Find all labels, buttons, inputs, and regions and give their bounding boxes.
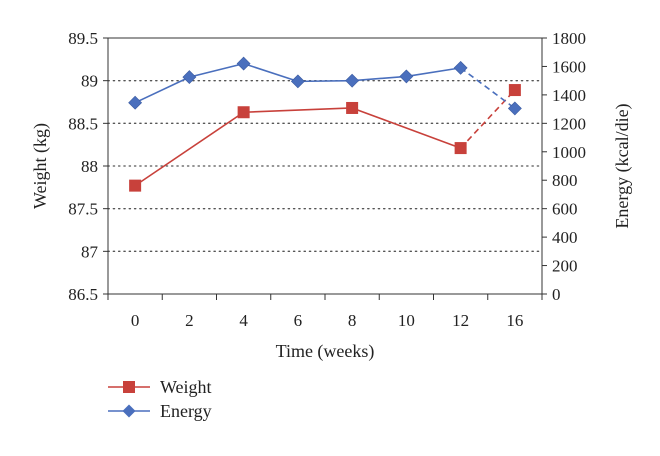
energy-line-segment — [297, 79, 353, 83]
gridlines — [107, 80, 543, 252]
y-tick-label-right: 400 — [552, 228, 578, 247]
energy-line-segment — [243, 62, 299, 83]
weight-line-segment — [460, 89, 516, 149]
energy-line-segment — [189, 62, 244, 78]
y-tick-label-right: 1000 — [552, 143, 586, 162]
y-tick-label-right: 1400 — [552, 86, 586, 105]
weight-line-segment — [134, 111, 245, 187]
energy-line-segment — [406, 67, 461, 78]
x-tick-label: 2 — [185, 311, 194, 330]
weight-line-segment — [351, 107, 461, 149]
y-tick-label-right: 200 — [552, 257, 578, 276]
y-tick-label-right: 0 — [552, 285, 561, 304]
weight-line-segment — [243, 107, 353, 114]
energy-point — [236, 56, 251, 71]
x-tick-label: 10 — [398, 311, 415, 330]
y-tick-label-right: 1600 — [552, 57, 586, 76]
x-tick-label: 6 — [294, 311, 303, 330]
legend-label-energy: Energy — [160, 401, 212, 421]
energy-line-segment — [134, 76, 190, 104]
y-tick-label-left: 88 — [81, 157, 98, 176]
energy-point — [290, 74, 305, 89]
x-tick-label: 8 — [348, 311, 357, 330]
energy-line-segment — [352, 75, 407, 82]
legend-marker-energy — [122, 404, 136, 418]
y-tick-label-left: 89 — [81, 72, 98, 91]
energy-point — [182, 70, 197, 85]
legend-marker-weight — [123, 381, 135, 393]
y-tick-label-left: 88.5 — [68, 114, 98, 133]
series — [128, 56, 522, 192]
y-tick-label-left: 86.5 — [68, 285, 98, 304]
energy-point — [399, 69, 414, 84]
energy-point — [507, 101, 522, 116]
weight-point — [454, 142, 467, 155]
energy-point — [128, 95, 143, 110]
y-tick-label-right: 800 — [552, 171, 578, 190]
y-tick-label-right: 600 — [552, 200, 578, 219]
legend-label-weight: Weight — [160, 377, 212, 397]
axes: 86.5 87 87.5 88 88.5 89 89.5 0 200 400 600 800 1000 1… — [68, 29, 586, 330]
y-tick-label-left: 87.5 — [68, 200, 98, 219]
legend-item-energy: Energy — [108, 401, 212, 421]
legend: Weight Energy — [108, 377, 212, 421]
energy-point — [345, 73, 360, 88]
y-axis-title-right: Energy (kcal/die) — [612, 103, 633, 228]
y-tick-label-left: 89.5 — [68, 29, 98, 48]
y-tick-label-right: 1200 — [552, 114, 586, 133]
y-tick-label-right: 1800 — [552, 29, 586, 48]
energy-point — [453, 60, 468, 75]
y-axis-title-left: Weight (kg) — [30, 123, 51, 209]
weight-point — [508, 84, 521, 97]
x-tick-label: 4 — [239, 311, 248, 330]
legend-item-weight: Weight — [108, 377, 212, 397]
weight-point — [129, 179, 142, 192]
x-tick-label: 16 — [506, 311, 523, 330]
weight-point — [346, 101, 359, 114]
y-tick-label-left: 87 — [81, 242, 99, 261]
x-axis-title: Time (weeks) — [276, 341, 375, 362]
x-tick-label: 12 — [452, 311, 469, 330]
weight-point — [237, 106, 250, 119]
energy-line-segment — [460, 67, 516, 110]
x-tick-label: 0 — [131, 311, 140, 330]
